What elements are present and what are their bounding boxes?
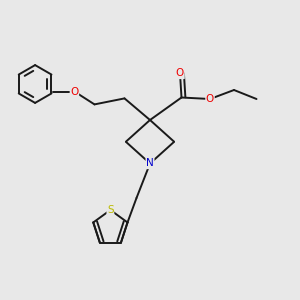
Text: S: S [107, 205, 114, 215]
Text: O: O [206, 94, 214, 104]
Text: O: O [70, 86, 79, 97]
Text: N: N [146, 158, 154, 169]
Text: O: O [176, 68, 184, 79]
